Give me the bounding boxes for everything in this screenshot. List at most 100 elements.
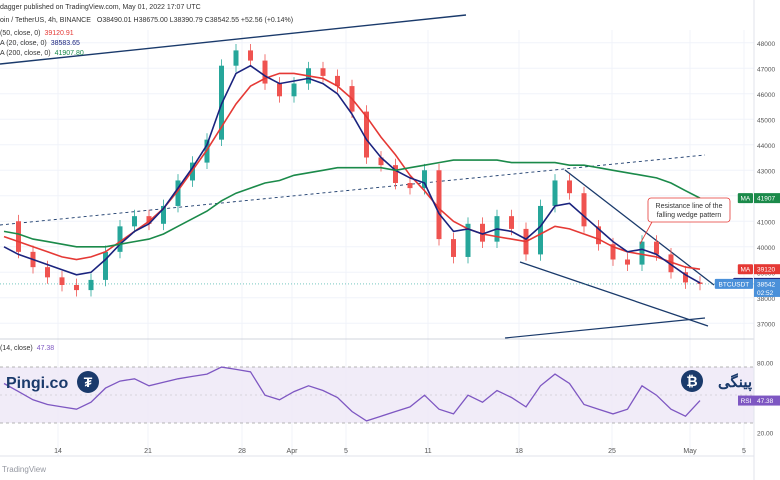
candle-body [567,180,572,194]
annotation-line-2: falling wedge pattern [657,212,722,219]
price-label-tag-text: MA [741,267,751,274]
candle-body [59,277,65,285]
indicator-header-row: (50, close, 0) 39120.91 [0,30,74,37]
candle-body [436,170,442,240]
price-label-value: 41907 [757,196,775,203]
candle-body [480,223,485,242]
candle-body [610,244,616,260]
tradingview-watermark: TradingView [2,465,46,474]
time-tick-label: 18 [515,448,523,455]
candle-body [407,183,413,189]
candle-body [697,282,703,284]
price-tick-label: 45000 [757,117,775,124]
price-tick-label: 38000 [757,296,775,303]
time-axis-ticks: 14 21 28 Apr 5 11 18 25 May 5 [54,448,746,455]
tether-logo-icon [77,371,99,393]
candle-body [596,226,601,245]
price-tick-label: 47000 [757,66,775,73]
pingi-persian-logo-text: پینگی [718,373,752,392]
candle-body [88,279,94,291]
candle-body [538,205,543,255]
price-tick-label: 37000 [757,321,775,328]
rsi-line [3,366,701,422]
time-tick-label: Apr [287,448,299,455]
rsi-tick-label: 20.00 [757,431,774,438]
price-label-value: 38542 [757,281,775,288]
candle-body [422,170,427,189]
time-tick-label: 25 [608,448,616,455]
rsi-label-tag-text: RSI [741,398,752,405]
candle-body [335,75,340,87]
candle-body [248,50,253,61]
candle-body [74,285,79,291]
candle-body [291,83,297,97]
ohlc-text: O38490.01 H38675.00 L38390.79 C38542.55 … [97,17,293,24]
price-label-box [754,264,780,275]
rsi-tick-label: 80.00 [757,360,774,367]
price-label-value: 39120 [757,267,775,274]
pingi-logo-text: Pingi.co [6,375,68,392]
trendline [0,154,706,226]
candle-body [378,157,384,166]
time-tick-label: May [683,448,697,455]
price-labels: MA41907MA39120EMA38583BTCUSDT3854202:52R… [714,193,780,406]
time-tick-label: 28 [238,448,246,455]
annotation-line-1: Resistance line of the [656,203,723,210]
candle-body [625,259,630,265]
price-label-box [754,193,780,204]
trendline [519,261,709,327]
price-tick-label: 46000 [757,92,775,99]
price-label-tag-text: MA [741,196,751,203]
rsi-axis-ticks: 80.00 20.00 [757,360,774,437]
rsi-header-label: (14, close) [0,345,33,352]
candle-body [146,216,152,224]
time-tick-label: 21 [144,448,152,455]
rsi-series-line [3,366,701,422]
trendline [564,169,715,286]
candle-body [683,272,688,283]
price-tick-label: 40000 [757,245,775,252]
price-label-tag [737,193,753,204]
tether-logo-glyph: ₮ [84,374,93,390]
candle-body [465,223,471,257]
trendline [0,14,467,65]
time-tick-label: 5 [742,448,746,455]
time-tick-label: 11 [424,448,431,455]
candle-body [16,221,21,252]
candle-body [161,205,166,224]
price-tick-label: 48000 [757,41,775,48]
price-label-countdown: 02:52 [757,290,774,297]
candle-body [320,68,326,76]
price-label-box [754,278,780,297]
rsi-header: (14, close) 47.38 [0,345,54,352]
candle-body [654,241,659,255]
candle-body [103,251,108,280]
trendline [504,317,706,339]
price-label-tag [714,278,753,289]
bitcoin-logo-icon [681,370,703,392]
publisher-line: dagger published on TradingView.com, May… [0,4,201,11]
symbol-line: oin / TetherUS, 4h, BINANCE O38490.01 H38… [0,17,293,24]
rsi-label-box [754,395,780,406]
indicator-header-row: A (20, close, 0) 38583.65 [0,40,80,47]
trendlines [0,14,754,339]
price-tick-label: 43000 [757,168,775,175]
indicator-header-row: A (200, close, 0) 41907.80 [0,50,84,57]
bitcoin-logo-glyph: ₿ [686,373,697,389]
candle-body [45,267,50,278]
candle-body [117,226,123,252]
candle-body [262,60,268,84]
candle-body [277,83,282,97]
series-line-ma-200 [3,159,701,248]
candle-body [581,193,587,227]
indicator-header: (50, close, 0) 39120.91 A (20, close, 0) 38… [0,30,84,57]
rsi-label-value: 47.38 [757,398,774,405]
candle-body [552,180,558,206]
symbol-text: oin / TetherUS, 4h, BINANCE [0,17,91,24]
price-label-tag [737,264,753,275]
rsi-header-value: 47.38 [37,345,55,352]
rsi-label-tag [738,395,754,406]
candle-body [175,180,181,206]
